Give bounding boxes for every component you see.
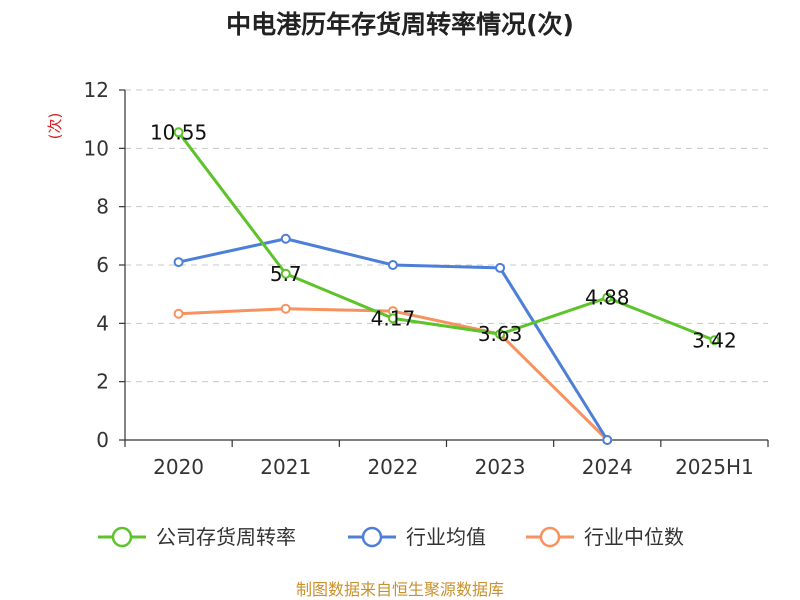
chart-title: 中电港历年存货周转率情况(次) <box>226 10 574 39</box>
data-label: 4.88 <box>585 286 630 310</box>
data-point <box>280 303 291 314</box>
series-line <box>177 131 715 342</box>
x-tick-label: 2024 <box>582 455 633 479</box>
legend-marker <box>111 526 133 548</box>
legend-item: 公司存货周转率 <box>98 525 296 549</box>
legend: 公司存货周转率 行业均值 行业中位数 <box>98 525 684 549</box>
series-0 <box>173 127 720 346</box>
data-point <box>173 257 184 268</box>
data-point <box>173 308 184 319</box>
legend-label: 行业中位数 <box>584 525 684 549</box>
y-tick-label: 8 <box>96 195 109 219</box>
data-label: 3.63 <box>478 322 523 346</box>
data-point <box>602 435 613 445</box>
data-label: 10.55 <box>150 120 207 144</box>
legend-label: 行业均值 <box>406 525 486 549</box>
y-tick-label: 0 <box>96 428 109 452</box>
y-tick-label: 6 <box>96 253 109 277</box>
grid-lines <box>125 89 768 383</box>
y-tick-label: 12 <box>84 78 109 102</box>
legend-marker <box>361 526 383 548</box>
data-point <box>495 329 506 340</box>
data-point <box>280 268 291 279</box>
y-tick-label: 10 <box>84 136 109 160</box>
axes: 0 2 4 6 8 10 12 2020 2021 2022 2023 2024 2025H1 <box>84 78 769 479</box>
x-tick-label: 2025H1 <box>675 455 754 479</box>
data-point <box>173 127 184 138</box>
data-label: 3.42 <box>692 328 737 352</box>
y-tick-label: 2 <box>96 370 109 394</box>
legend-item: 行业均值 <box>348 525 486 549</box>
y-axis-label: (次) <box>46 113 64 140</box>
source-footer: 制图数据来自恒生聚源数据库 <box>296 580 504 599</box>
data-point <box>495 262 506 273</box>
data-point <box>280 233 291 244</box>
x-tick-label: 2020 <box>153 455 204 479</box>
series-lines <box>173 127 720 445</box>
x-tick-label: 2022 <box>367 455 418 479</box>
data-labels: 10.55 5.7 4.17 3.63 4.88 3.42 <box>150 120 737 352</box>
legend-item: 行业中位数 <box>526 525 684 549</box>
data-point <box>387 260 398 270</box>
data-point <box>387 313 398 324</box>
y-tick-label: 4 <box>96 311 109 335</box>
data-label: 4.17 <box>371 306 416 330</box>
legend-marker <box>539 526 561 548</box>
data-point <box>709 335 720 346</box>
x-tick-label: 2021 <box>260 455 311 479</box>
x-tick-label: 2023 <box>475 455 526 479</box>
data-point <box>602 292 613 303</box>
data-label: 5.7 <box>270 262 302 286</box>
legend-label: 公司存货周转率 <box>156 525 296 549</box>
series-1 <box>173 233 613 445</box>
